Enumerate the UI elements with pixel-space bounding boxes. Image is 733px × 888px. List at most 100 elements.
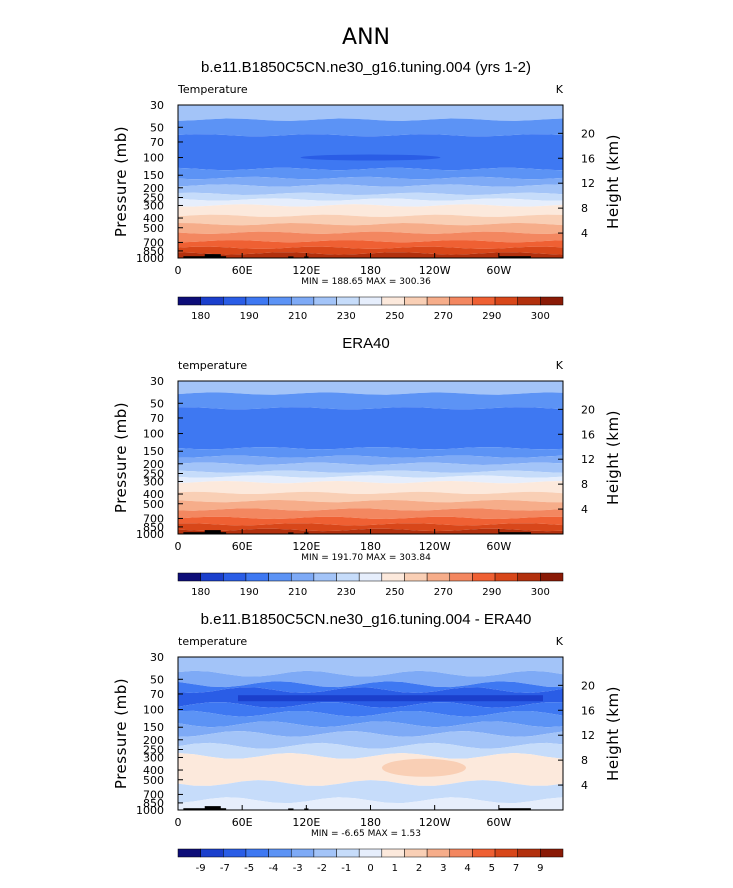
contour-band [178, 742, 563, 759]
x-tick-label: 120E [292, 540, 320, 553]
colorbar-label: 5 [489, 863, 495, 874]
topography-mask [288, 256, 294, 258]
colorbar-swatch [404, 296, 428, 306]
topography-mask [498, 256, 531, 258]
contour-band [178, 710, 563, 728]
colorbar-swatch [381, 572, 405, 582]
x-tick-label: 120E [292, 816, 320, 829]
colorbar-swatch [200, 848, 224, 858]
topography-mask [288, 532, 294, 534]
colorbar-label: -9 [196, 863, 206, 874]
topography-mask [204, 530, 221, 534]
x-tick-label: 180 [360, 540, 381, 553]
colorbar-label: 2 [416, 863, 422, 874]
contour-band [178, 246, 563, 255]
x-tick-label: 60W [486, 816, 511, 829]
y-tick-label: 250 [143, 744, 164, 757]
contour-band [178, 192, 563, 201]
colorbar-swatch [200, 572, 224, 582]
panel-title: ERA40 [342, 335, 390, 352]
panel-title: b.e11.B1850C5CN.ne30_g16.tuning.004 - ER… [201, 611, 532, 628]
y2-tick-label: 12 [581, 177, 595, 190]
y-tick-label: 150 [143, 721, 164, 734]
colorbar-label: 180 [191, 587, 210, 598]
x-tick-label: 0 [175, 816, 182, 829]
colorbar-label: -3 [293, 863, 303, 874]
contour-minimum [300, 154, 441, 161]
colorbar-label: 300 [531, 587, 550, 598]
colorbar-swatch [245, 572, 269, 582]
y2-tick-label: 16 [581, 428, 595, 441]
y-tick-label: 50 [150, 673, 164, 686]
colorbar-swatch [358, 848, 383, 858]
colorbar-swatch [268, 296, 292, 306]
colorbar-swatch [223, 572, 247, 582]
y-tick-label: 150 [143, 169, 164, 182]
colorbar-swatch [449, 296, 473, 306]
min-max-stats: MIN = 188.65 MAX = 300.36 [301, 277, 431, 287]
colorbar-swatch [426, 572, 451, 582]
contour-band [178, 167, 563, 180]
colorbar-swatch [494, 296, 518, 306]
contour-band [178, 392, 563, 410]
y-tick-label: 1000 [136, 528, 164, 541]
y-tick-label: 300 [143, 199, 164, 212]
colorbar-label: 9 [537, 863, 543, 874]
y-tick-label: 100 [143, 428, 164, 441]
y-tick-label: 1000 [136, 252, 164, 265]
y-tick-label: 400 [143, 764, 164, 777]
colorbar-label: 4 [464, 863, 470, 874]
colorbar-swatch [358, 296, 383, 306]
y2-axis-label: Height (km) [604, 134, 622, 229]
colorbar-swatch [336, 296, 360, 306]
colorbar-swatch [336, 572, 360, 582]
contour-band [178, 240, 563, 249]
colorbar-label: 190 [240, 311, 259, 322]
colorbar-swatch [517, 848, 541, 858]
contour-band [178, 455, 563, 465]
colorbar-swatch [381, 848, 405, 858]
topography-mask [204, 806, 221, 810]
units-label: K [556, 635, 564, 648]
contour-band [178, 516, 563, 526]
figure-title: ANN [342, 25, 390, 50]
colorbar-label: 0 [367, 863, 373, 874]
colorbar-swatch [290, 848, 315, 858]
colorbar-swatch [177, 296, 201, 306]
contour-band [178, 681, 563, 693]
colorbar-label: 7 [513, 863, 519, 874]
y-tick-label: 70 [150, 688, 164, 701]
y-tick-label: 850 [143, 797, 164, 810]
topography-mask [498, 532, 531, 534]
colorbar-swatch [426, 296, 451, 306]
colorbar-label: -7 [220, 863, 230, 874]
topography-mask [288, 808, 294, 810]
colorbar-label: 190 [240, 587, 259, 598]
contour-band [178, 499, 563, 511]
contour-band [178, 462, 563, 473]
contour-warm-patch [381, 758, 466, 777]
variable-label: temperature [178, 635, 247, 648]
y-tick-label: 250 [143, 468, 164, 481]
x-tick-label: 60E [232, 816, 253, 829]
contour-band [178, 118, 563, 137]
contour-band [178, 105, 563, 121]
y2-tick-label: 20 [581, 127, 595, 140]
contour-band [178, 491, 563, 503]
colorbar-swatch [494, 572, 518, 582]
contour-band [178, 702, 563, 717]
panel-title: b.e11.B1850C5CN.ne30_g16.tuning.004 (yrs… [201, 59, 531, 76]
y-tick-label: 150 [143, 445, 164, 458]
y-tick-label: 500 [143, 498, 164, 511]
x-tick-label: 180 [360, 264, 381, 277]
y2-tick-label: 20 [581, 679, 595, 692]
colorbar-swatch [404, 572, 428, 582]
colorbar-swatch [494, 848, 518, 858]
colorbar-label: -1 [341, 863, 351, 874]
y-tick-label: 400 [143, 488, 164, 501]
x-tick-label: 120E [292, 264, 320, 277]
min-max-stats: MIN = -6.65 MAX = 1.53 [311, 829, 421, 839]
colorbar-swatch [313, 848, 337, 858]
colorbar-swatch [336, 848, 360, 858]
colorbar-swatch [472, 572, 496, 582]
